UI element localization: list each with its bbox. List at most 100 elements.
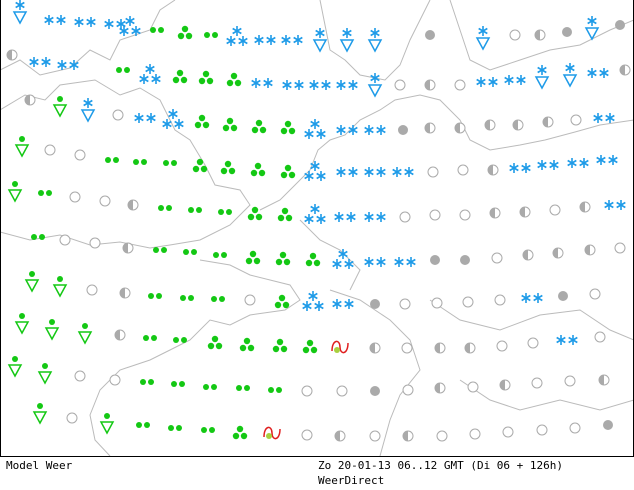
weather-symbol (74, 370, 86, 382)
weather-symbol (594, 331, 606, 343)
weather-symbol (430, 255, 440, 265)
weather-symbol (207, 335, 223, 350)
weather-symbol (148, 293, 162, 299)
weather-symbol (12, 0, 28, 25)
weather-symbol (198, 70, 214, 85)
weather-symbol (301, 429, 313, 441)
weather-symbols (6, 0, 631, 442)
weather-symbol (569, 422, 581, 434)
weather-symbol (251, 78, 273, 88)
weather-symbol (59, 234, 71, 246)
weather-symbol (509, 163, 531, 173)
weather-symbol (99, 195, 111, 207)
weather-symbol (116, 67, 130, 73)
weather-symbol (534, 29, 546, 41)
weather-symbol (274, 294, 290, 309)
weather-symbol (521, 293, 543, 303)
weather-symbol (163, 160, 177, 166)
weather-symbol (268, 387, 282, 393)
weather-symbol (552, 247, 564, 259)
weather-symbol (587, 68, 609, 78)
weather-symbol (491, 252, 503, 264)
weather-symbol (457, 164, 469, 176)
weather-symbol (332, 249, 354, 269)
weather-symbol (489, 207, 501, 219)
weather-symbol (280, 120, 296, 135)
weather-symbol (336, 385, 348, 397)
weather-symbol (66, 412, 78, 424)
weather-symbol (109, 374, 121, 386)
weather-symbol (171, 381, 185, 387)
weather-symbol (504, 75, 526, 85)
weather-symbol (334, 430, 346, 442)
weather-symbol (339, 28, 355, 53)
weather-symbol (364, 125, 386, 135)
weather-symbol (579, 201, 591, 213)
weather-symbol (454, 122, 466, 134)
weather-symbol (309, 80, 331, 90)
weather-symbol (153, 247, 167, 253)
weather-symbol (247, 206, 263, 221)
weather-symbol (244, 294, 256, 306)
weather-symbol (434, 382, 446, 394)
weather-symbol (467, 381, 479, 393)
weather-symbol (37, 363, 53, 385)
weather-symbol (364, 212, 386, 222)
weather-symbol (236, 385, 250, 391)
weather-symbol (562, 63, 578, 88)
weather-symbol (336, 125, 358, 135)
weather-symbol (614, 242, 626, 254)
weather-symbol (509, 29, 521, 41)
weather-symbol (401, 342, 413, 354)
weather-symbol (304, 204, 326, 224)
footer-left: Model Weer (6, 459, 73, 472)
weather-symbol (429, 209, 441, 221)
weather-symbol (168, 425, 182, 431)
weather-symbol (89, 237, 101, 249)
weather-symbol (615, 20, 625, 30)
weather-symbol (424, 79, 436, 91)
weather-symbol (172, 69, 188, 84)
weather-symbol (364, 167, 386, 177)
weather-symbol (603, 420, 613, 430)
footer-source: WeerDirect (318, 474, 384, 487)
weather-symbol (201, 427, 215, 433)
weather-symbol (203, 384, 217, 390)
weather-symbol (44, 144, 56, 156)
weather-symbol (52, 96, 68, 118)
weather-symbol (86, 284, 98, 296)
weather-symbol (336, 167, 358, 177)
coastlines (0, 0, 634, 457)
weather-symbol (127, 199, 139, 211)
weather-symbol (402, 430, 414, 442)
weather-symbol (29, 57, 51, 67)
weather-symbol (80, 98, 96, 123)
weather-symbol (367, 73, 383, 98)
weather-symbol (431, 297, 443, 309)
weather-symbol (536, 424, 548, 436)
weather-symbol (180, 295, 194, 301)
weather-symbol (512, 119, 524, 131)
weather-symbol (188, 207, 202, 213)
weather-symbol (162, 109, 184, 129)
weather-symbol (304, 161, 326, 181)
weather-symbol (280, 164, 296, 179)
weather-symbol (277, 207, 293, 222)
weather-symbol (302, 291, 324, 311)
weather-symbol (44, 15, 66, 25)
weather-symbol (74, 17, 96, 27)
weather-symbol (44, 319, 60, 341)
weather-symbol (183, 249, 197, 255)
weather-symbol (239, 337, 255, 352)
weather-symbol (254, 35, 276, 45)
weather-symbol (24, 94, 36, 106)
weather-symbol (399, 298, 411, 310)
weather-symbol (537, 160, 559, 170)
weather-symbol (604, 200, 626, 210)
weather-symbol (74, 149, 86, 161)
weather-symbol (105, 157, 119, 163)
weather-symbol (173, 337, 187, 343)
weather-symbol (370, 386, 380, 396)
weather-symbol (584, 244, 596, 256)
weather-symbol (336, 80, 358, 90)
